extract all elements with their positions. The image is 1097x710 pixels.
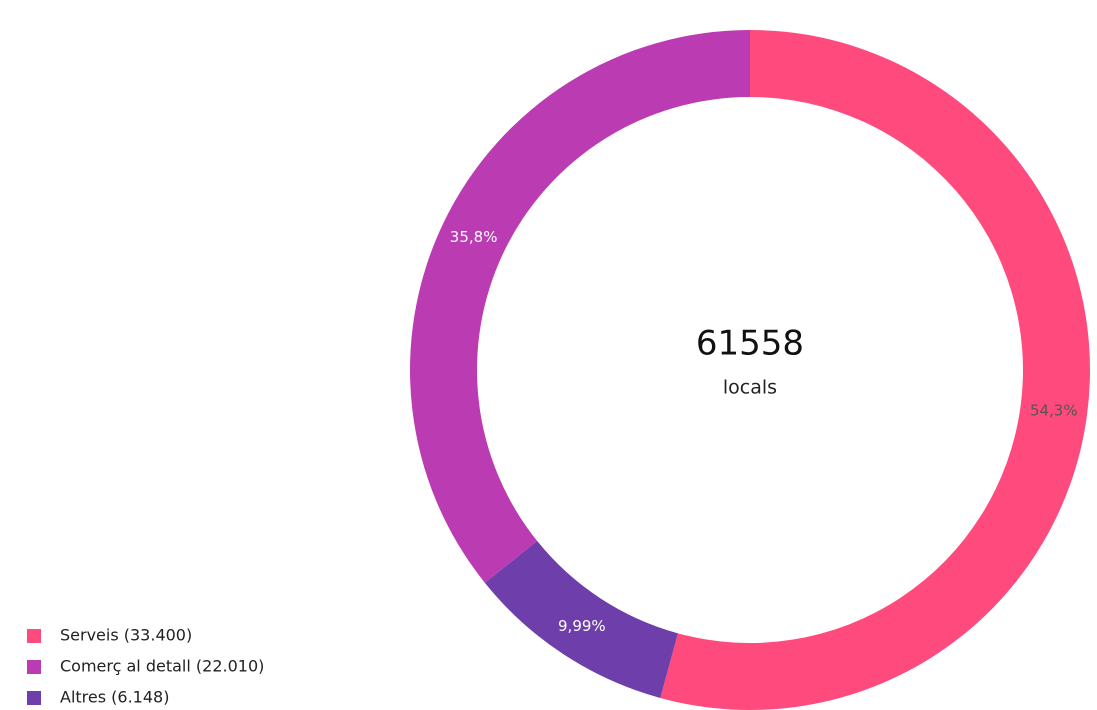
legend-swatch <box>27 660 41 674</box>
center-value: 61558 <box>696 324 804 364</box>
slice-label: 54,3% <box>1030 401 1078 419</box>
legend-swatch <box>27 691 41 705</box>
slice-label: 35,8% <box>450 228 498 246</box>
donut-slice <box>410 30 750 583</box>
legend-label: Altres (6.148) <box>60 688 169 707</box>
slice-label: 9,99% <box>558 617 606 635</box>
donut-slice <box>660 30 1090 710</box>
legend-swatch <box>27 629 41 643</box>
center-label: locals <box>723 377 777 399</box>
donut-slice <box>484 540 678 698</box>
legend-label: Comerç al detall (22.010) <box>60 657 264 676</box>
legend-label: Serveis (33.400) <box>60 626 192 645</box>
